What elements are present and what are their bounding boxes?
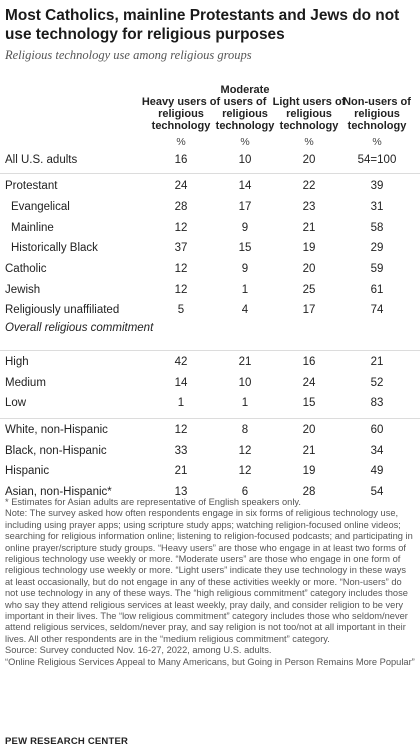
table-cell: 21 (238, 356, 252, 368)
row-label: Mainline (11, 222, 54, 234)
row-divider (0, 350, 420, 351)
table-cell: 12 (174, 284, 188, 296)
table-cell: 39 (370, 180, 384, 192)
table-cell: 13 (174, 486, 188, 498)
section-label: Overall religious commitment (5, 322, 154, 334)
table-cell: 12 (174, 424, 188, 436)
table-cell: 28 (174, 201, 188, 213)
percent-unit-label: % (176, 136, 186, 148)
table-cell: 21 (174, 465, 188, 477)
row-label: Protestant (5, 180, 58, 192)
table-cell: 8 (241, 424, 249, 436)
table-cell: 25 (302, 284, 316, 296)
report-title-note: “Online Religious Services Appeal to Man… (5, 656, 415, 667)
table-cell: 17 (238, 201, 252, 213)
table-cell: 12 (238, 445, 252, 457)
row-label: Evangelical (11, 201, 70, 213)
table-cell: 28 (302, 486, 316, 498)
table-cell: 52 (370, 377, 384, 389)
table-cell: 21 (302, 445, 316, 457)
row-divider (0, 418, 420, 419)
table-cell: 19 (302, 242, 316, 254)
table-cell: 29 (370, 242, 384, 254)
row-label: Black, non-Hispanic (5, 445, 107, 457)
table-cell: 14 (238, 180, 252, 192)
row-label: All U.S. adults (5, 154, 78, 166)
percent-unit-label: % (240, 136, 250, 148)
table-cell: 5 (177, 304, 185, 316)
table-cell: 83 (370, 397, 384, 409)
footer-brand: PEW RESEARCH CENTER (5, 736, 129, 747)
row-label: Catholic (5, 263, 47, 275)
row-label: Hispanic (5, 465, 50, 477)
table-cell: 42 (174, 356, 188, 368)
row-label: Religiously unaffiliated (5, 304, 120, 316)
table-cell: 10 (238, 377, 252, 389)
table-cell: 21 (302, 222, 316, 234)
row-label: Low (5, 397, 27, 409)
table-cell: 24 (174, 180, 188, 192)
row-label: Asian, non-Hispanic* (5, 486, 112, 498)
table-cell: 6 (241, 486, 249, 498)
table-cell: 15 (238, 242, 252, 254)
table-cell: 10 (238, 154, 252, 166)
table-cell: 31 (370, 201, 384, 213)
table-cell: 49 (370, 465, 384, 477)
table-cell: 59 (370, 263, 384, 275)
table-cell: 4 (241, 304, 249, 316)
percent-unit-label: % (372, 136, 382, 148)
table-cell: 9 (241, 222, 249, 234)
table-cell: 54 (370, 486, 384, 498)
table-cell: 17 (302, 304, 316, 316)
table-cell: 20 (302, 154, 316, 166)
table-cell: 37 (174, 242, 188, 254)
chart-subtitle: Religious technology use among religious… (5, 48, 252, 62)
table-cell: 21 (370, 356, 384, 368)
column-header-1: Heavy users of religious technology (141, 96, 221, 132)
row-label: Medium (5, 377, 46, 389)
percent-unit-label: % (304, 136, 314, 148)
table-cell: 58 (370, 222, 384, 234)
table-cell: 1 (241, 284, 249, 296)
table-cell: 1 (241, 397, 249, 409)
table-cell: 24 (302, 377, 316, 389)
table-cell: 1 (177, 397, 185, 409)
table-cell: 9 (241, 263, 249, 275)
row-label: White, non-Hispanic (5, 424, 108, 436)
table-cell: 16 (174, 154, 188, 166)
row-label: Jewish (5, 284, 41, 296)
table-cell: 20 (302, 424, 316, 436)
table-cell: 12 (238, 465, 252, 477)
chart-title: Most Catholics, mainline Protestants and… (5, 7, 400, 43)
method-note: Note: The survey asked how often respond… (5, 508, 413, 644)
table-cell: 60 (370, 424, 384, 436)
table-cell: 19 (302, 465, 316, 477)
table-cell: 23 (302, 201, 316, 213)
column-header-2: Moderate users of religious technology (215, 84, 275, 132)
table-cell: 16 (302, 356, 316, 368)
table-cell: 54=100 (357, 154, 397, 166)
source-note: Source: Survey conducted Nov. 16-27, 202… (5, 645, 272, 656)
column-header-3: Light users of religious technology (272, 96, 346, 132)
row-label: Historically Black (11, 242, 98, 254)
table-cell: 22 (302, 180, 316, 192)
table-cell: 33 (174, 445, 188, 457)
column-header-4: Non-users of religious technology (343, 96, 411, 132)
table-cell: 14 (174, 377, 188, 389)
row-label: High (5, 356, 29, 368)
table-cell: 74 (370, 304, 384, 316)
table-cell: 20 (302, 263, 316, 275)
notes-block: * Estimates for Asian adults are represe… (5, 497, 415, 668)
table-cell: 61 (370, 284, 384, 296)
asterisk-note: * Estimates for Asian adults are represe… (5, 497, 301, 507)
table-cell: 12 (174, 222, 188, 234)
table-cell: 34 (370, 445, 384, 457)
table-cell: 12 (174, 263, 188, 275)
row-divider (0, 173, 420, 174)
table-cell: 15 (302, 397, 316, 409)
